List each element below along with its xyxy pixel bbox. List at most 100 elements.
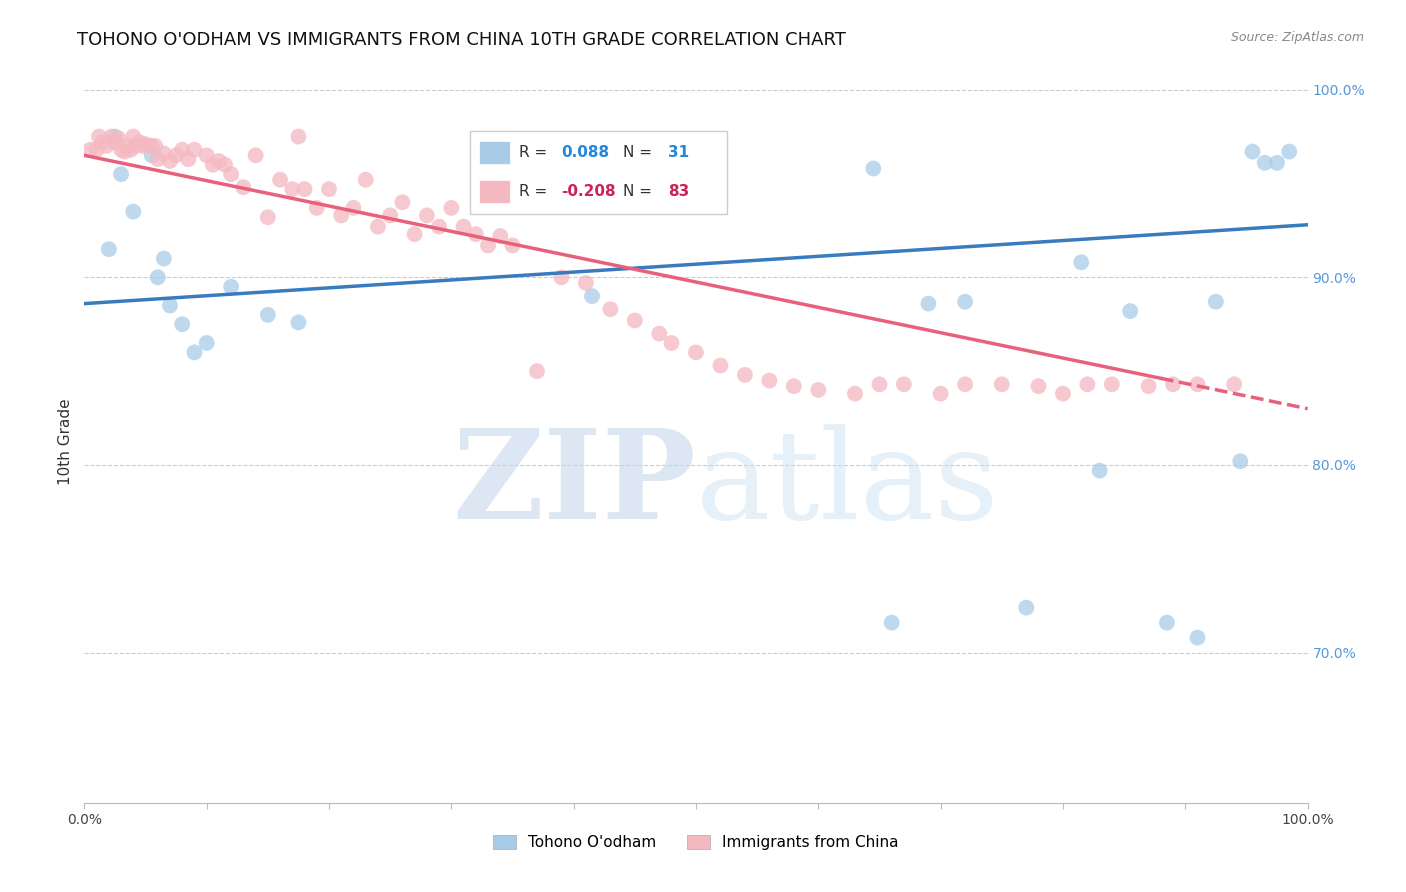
Bar — [479, 141, 510, 164]
Point — [1070, 255, 1092, 269]
Point — [287, 129, 309, 144]
Point — [648, 326, 671, 341]
Point — [172, 143, 194, 157]
Point — [893, 377, 915, 392]
Point — [214, 158, 236, 172]
Point — [1254, 156, 1277, 170]
Point — [132, 139, 155, 153]
Point — [477, 238, 499, 252]
Point — [342, 201, 364, 215]
Point — [581, 289, 603, 303]
Point — [734, 368, 756, 382]
Point — [391, 195, 413, 210]
Text: R =: R = — [519, 145, 547, 160]
Point — [208, 153, 231, 168]
Point — [685, 345, 707, 359]
Text: ZIP: ZIP — [453, 425, 696, 545]
Point — [1278, 145, 1301, 159]
Point — [120, 143, 142, 157]
Text: N =: N = — [623, 145, 651, 160]
Point — [783, 379, 806, 393]
Point — [489, 229, 512, 244]
Point — [1119, 304, 1142, 318]
Point — [159, 298, 181, 312]
Point — [1187, 377, 1209, 392]
Text: R =: R = — [519, 184, 547, 199]
Point — [219, 279, 242, 293]
Point — [453, 219, 475, 234]
Point — [758, 374, 780, 388]
Point — [269, 173, 291, 187]
Point — [219, 167, 242, 181]
Point — [110, 167, 132, 181]
Point — [1137, 379, 1160, 393]
Point — [502, 238, 524, 252]
Point — [257, 211, 280, 225]
Point — [245, 148, 267, 162]
Point — [991, 377, 1014, 392]
Y-axis label: 10th Grade: 10th Grade — [58, 398, 73, 485]
Point — [330, 208, 353, 222]
Point — [1015, 600, 1038, 615]
Point — [661, 336, 683, 351]
Point — [96, 139, 118, 153]
Point — [159, 153, 181, 168]
Text: 0.088: 0.088 — [561, 145, 610, 160]
Point — [201, 158, 224, 172]
Point — [177, 152, 200, 166]
Point — [427, 219, 450, 234]
Point — [1223, 377, 1246, 392]
Text: N =: N = — [623, 184, 651, 199]
Point — [404, 227, 426, 242]
Point — [138, 139, 160, 153]
Point — [575, 276, 598, 290]
Point — [440, 201, 463, 215]
Text: atlas: atlas — [696, 425, 1000, 545]
Text: 83: 83 — [668, 184, 689, 199]
Point — [953, 377, 976, 392]
Text: TOHONO O'ODHAM VS IMMIGRANTS FROM CHINA 10TH GRADE CORRELATION CHART: TOHONO O'ODHAM VS IMMIGRANTS FROM CHINA … — [77, 31, 846, 49]
Point — [917, 296, 939, 310]
Bar — [479, 180, 510, 203]
Point — [287, 315, 309, 329]
Point — [146, 152, 169, 166]
FancyBboxPatch shape — [470, 131, 727, 214]
Point — [1101, 377, 1123, 392]
Point — [953, 294, 976, 309]
Legend: Tohono O'odham, Immigrants from China: Tohono O'odham, Immigrants from China — [486, 830, 905, 856]
Point — [104, 135, 127, 149]
Point — [1229, 454, 1251, 468]
Point — [709, 359, 731, 373]
Point — [104, 129, 127, 144]
Point — [354, 173, 377, 187]
Point — [195, 148, 218, 162]
Point — [153, 252, 176, 266]
Point — [305, 201, 328, 215]
Point — [257, 308, 280, 322]
Point — [183, 345, 205, 359]
Point — [1156, 615, 1178, 630]
Point — [107, 131, 129, 145]
Point — [464, 227, 486, 242]
Point — [1076, 377, 1098, 392]
Point — [153, 146, 176, 161]
Point — [114, 145, 136, 159]
Text: 31: 31 — [668, 145, 689, 160]
Point — [115, 139, 138, 153]
Point — [165, 148, 187, 162]
Point — [624, 313, 647, 327]
Point — [91, 135, 114, 149]
Point — [526, 364, 548, 378]
Point — [318, 182, 340, 196]
Point — [232, 180, 254, 194]
Point — [79, 143, 101, 157]
Point — [807, 383, 830, 397]
Point — [281, 182, 304, 196]
Point — [183, 143, 205, 157]
Point — [1052, 386, 1074, 401]
Point — [100, 129, 122, 144]
Point — [122, 129, 145, 144]
Point — [143, 139, 166, 153]
Point — [141, 139, 163, 153]
Point — [294, 182, 316, 196]
